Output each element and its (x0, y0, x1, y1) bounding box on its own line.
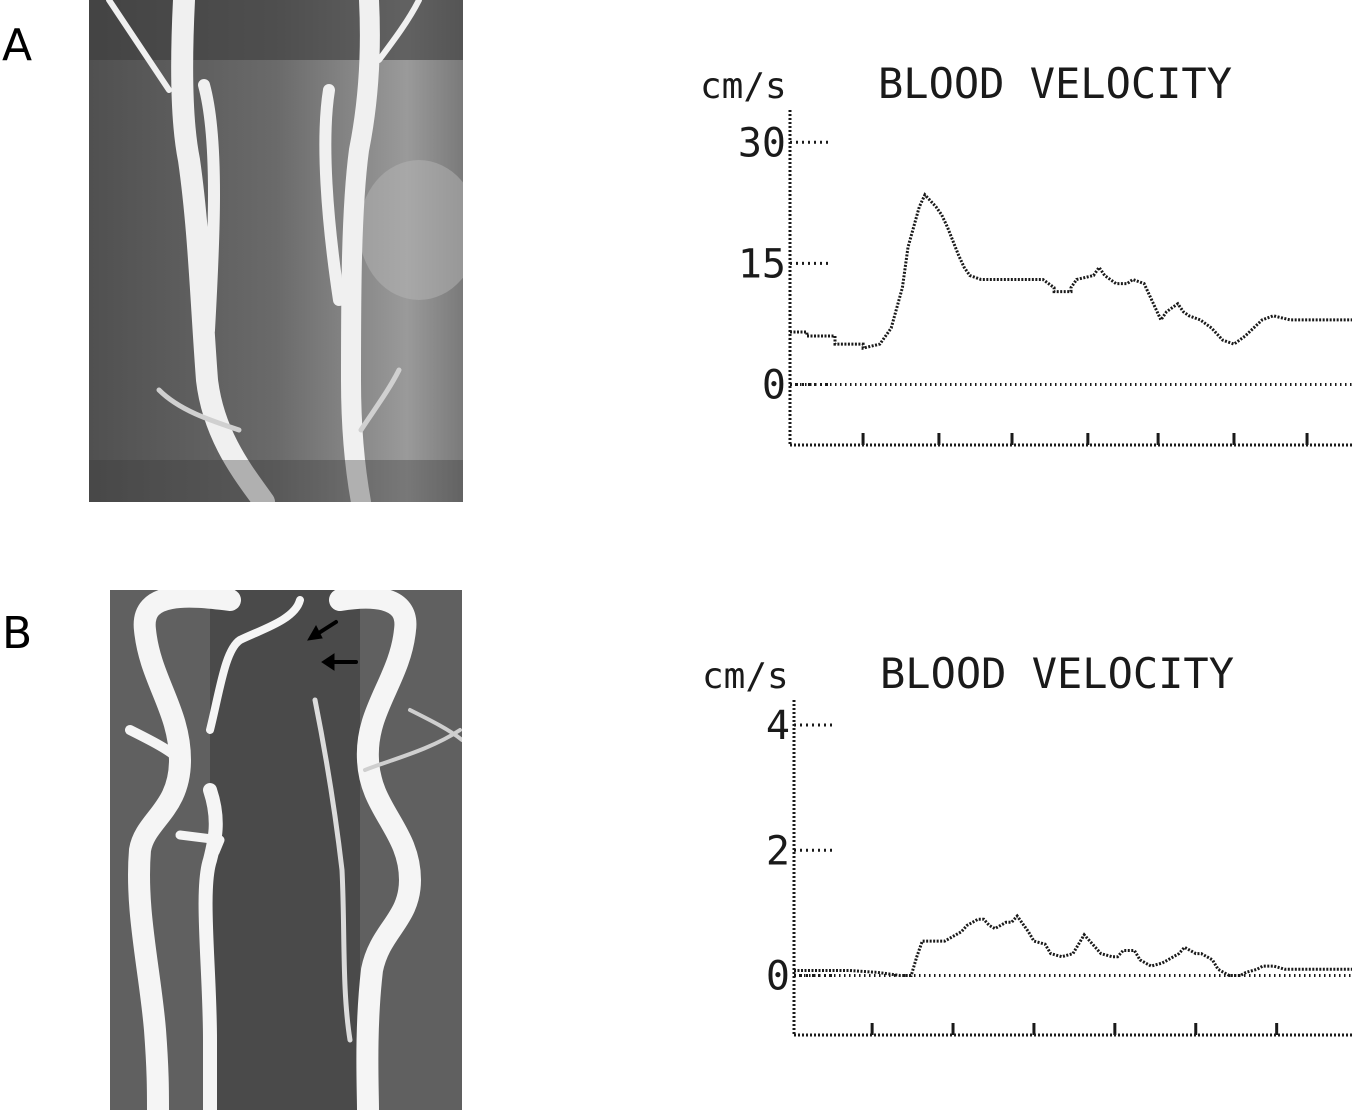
velocity-chart-b: cm/s BLOOD VELOCITY 0 2 4 (690, 645, 1355, 1045)
y-axis-unit: cm/s (700, 66, 787, 107)
chart-title: BLOOD VELOCITY (880, 649, 1234, 698)
chart-title: BLOOD VELOCITY (878, 59, 1232, 108)
y-tick-label: 0 (762, 362, 786, 408)
y-axis-unit: cm/s (702, 656, 789, 697)
velocity-chart-a: cm/s BLOOD VELOCITY 0 15 30 (690, 55, 1355, 455)
y-tick-label: 2 (766, 828, 790, 874)
y-tick-label: 15 (738, 241, 786, 287)
y-tick-label: 30 (738, 120, 786, 166)
panel-label-b: B (2, 608, 33, 659)
arrow-icons (307, 620, 358, 671)
mri-angiogram-a (89, 0, 463, 502)
velocity-trace (794, 913, 1352, 977)
velocity-trace (790, 192, 1352, 350)
panel-label-a: A (2, 20, 33, 71)
y-tick-label: 4 (766, 703, 790, 749)
y-tick-label: 0 (766, 954, 790, 1000)
mri-angiogram-b (110, 590, 462, 1110)
